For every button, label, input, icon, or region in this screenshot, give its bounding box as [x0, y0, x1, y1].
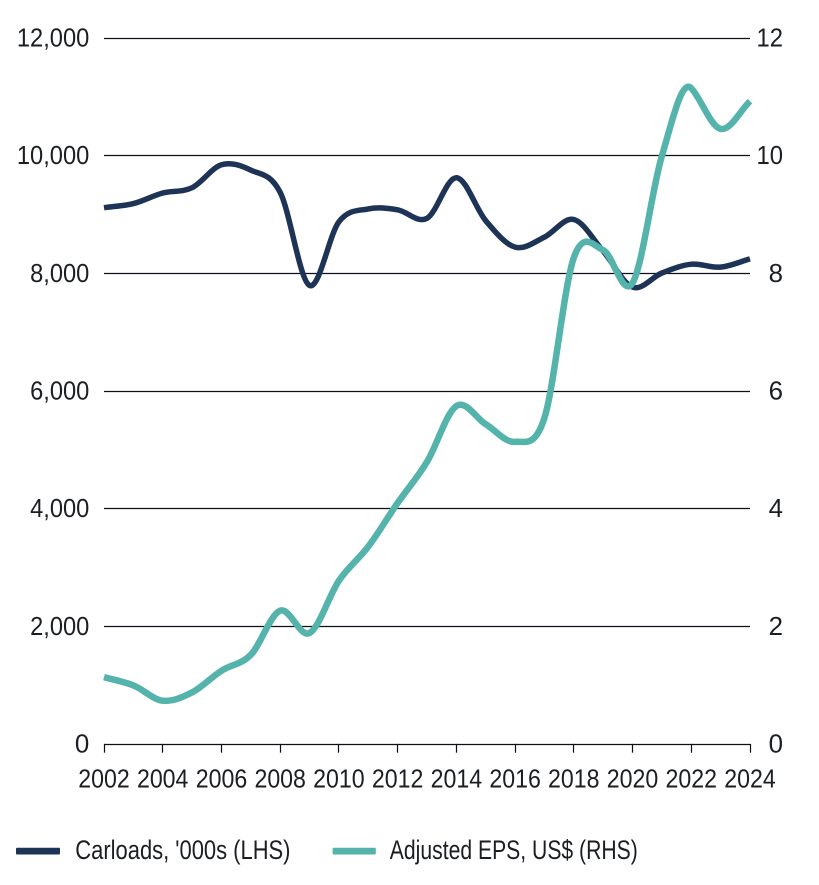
- svg-text:6: 6: [769, 376, 783, 406]
- svg-text:2: 2: [769, 611, 783, 641]
- svg-text:2012: 2012: [372, 764, 424, 794]
- svg-text:12,000: 12,000: [17, 23, 89, 53]
- svg-text:2008: 2008: [254, 764, 306, 794]
- svg-text:2,000: 2,000: [30, 611, 89, 641]
- svg-text:6,000: 6,000: [30, 376, 89, 406]
- svg-text:2024: 2024: [724, 764, 776, 794]
- svg-text:2022: 2022: [666, 764, 718, 794]
- svg-text:2002: 2002: [78, 764, 130, 794]
- svg-text:2018: 2018: [548, 764, 600, 794]
- svg-text:2016: 2016: [489, 764, 541, 794]
- svg-text:2010: 2010: [313, 764, 365, 794]
- svg-text:0: 0: [769, 729, 783, 759]
- svg-text:8: 8: [769, 258, 783, 288]
- svg-text:2004: 2004: [137, 764, 189, 794]
- svg-text:Carloads, '000s (LHS): Carloads, '000s (LHS): [75, 835, 290, 865]
- svg-text:4: 4: [769, 493, 783, 523]
- svg-text:10: 10: [757, 140, 784, 170]
- svg-text:2006: 2006: [196, 764, 248, 794]
- svg-text:0: 0: [75, 729, 89, 759]
- svg-text:2014: 2014: [431, 764, 483, 794]
- svg-text:12: 12: [757, 23, 784, 53]
- svg-text:10,000: 10,000: [17, 140, 89, 170]
- svg-text:4,000: 4,000: [30, 493, 89, 523]
- svg-text:2020: 2020: [607, 764, 659, 794]
- svg-text:8,000: 8,000: [30, 258, 89, 288]
- svg-text:Adjusted EPS, US$ (RHS): Adjusted EPS, US$ (RHS): [390, 835, 638, 865]
